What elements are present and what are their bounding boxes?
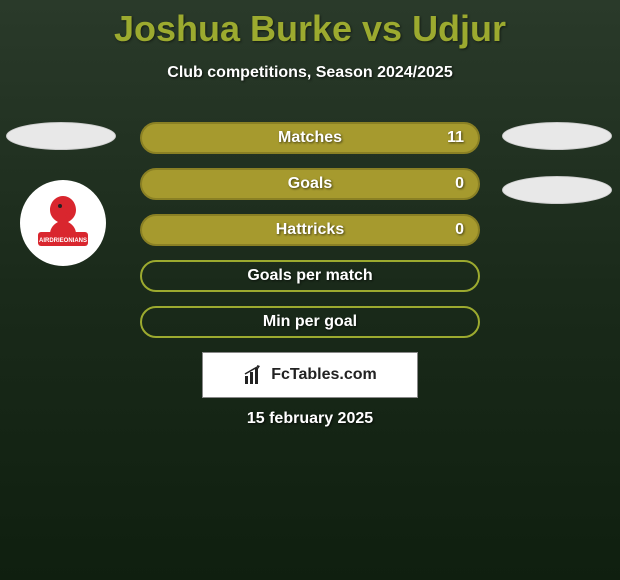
stat-row: Matches 11 [140, 122, 480, 154]
stat-row: Min per goal [140, 306, 480, 338]
stat-label: Min per goal [263, 313, 357, 331]
fctables-logo-text: FcTables.com [271, 366, 377, 384]
svg-text:AFC: AFC [55, 211, 72, 220]
fctables-logo: FcTables.com [202, 352, 418, 398]
stat-value: 0 [455, 175, 464, 193]
stat-row: Goals 0 [140, 168, 480, 200]
club-badge-icon: AIRDRIEONIANS AFC [28, 188, 98, 258]
snapshot-date: 15 february 2025 [0, 410, 620, 428]
stat-label: Goals per match [247, 267, 372, 285]
stats-rows: Matches 11 Goals 0 Hattricks 0 Goals per match… [140, 122, 480, 352]
page-subtitle: Club competitions, Season 2024/2025 [0, 64, 620, 82]
stat-label: Goals [288, 175, 332, 193]
stat-row: Goals per match [140, 260, 480, 292]
placeholder-ellipse-right-2 [502, 176, 612, 204]
stat-label: Hattricks [276, 221, 344, 239]
placeholder-ellipse-right-1 [502, 122, 612, 150]
stat-label: Matches [278, 129, 342, 147]
club-badge: AIRDRIEONIANS AFC [20, 180, 106, 266]
stat-value: 11 [447, 129, 464, 147]
stat-row: Hattricks 0 [140, 214, 480, 246]
svg-text:AIRDRIEONIANS: AIRDRIEONIANS [39, 238, 87, 244]
page-title: Joshua Burke vs Udjur [0, 0, 620, 50]
bar-chart-icon [243, 364, 265, 386]
placeholder-ellipse-left [6, 122, 116, 150]
stat-value: 0 [455, 221, 464, 239]
